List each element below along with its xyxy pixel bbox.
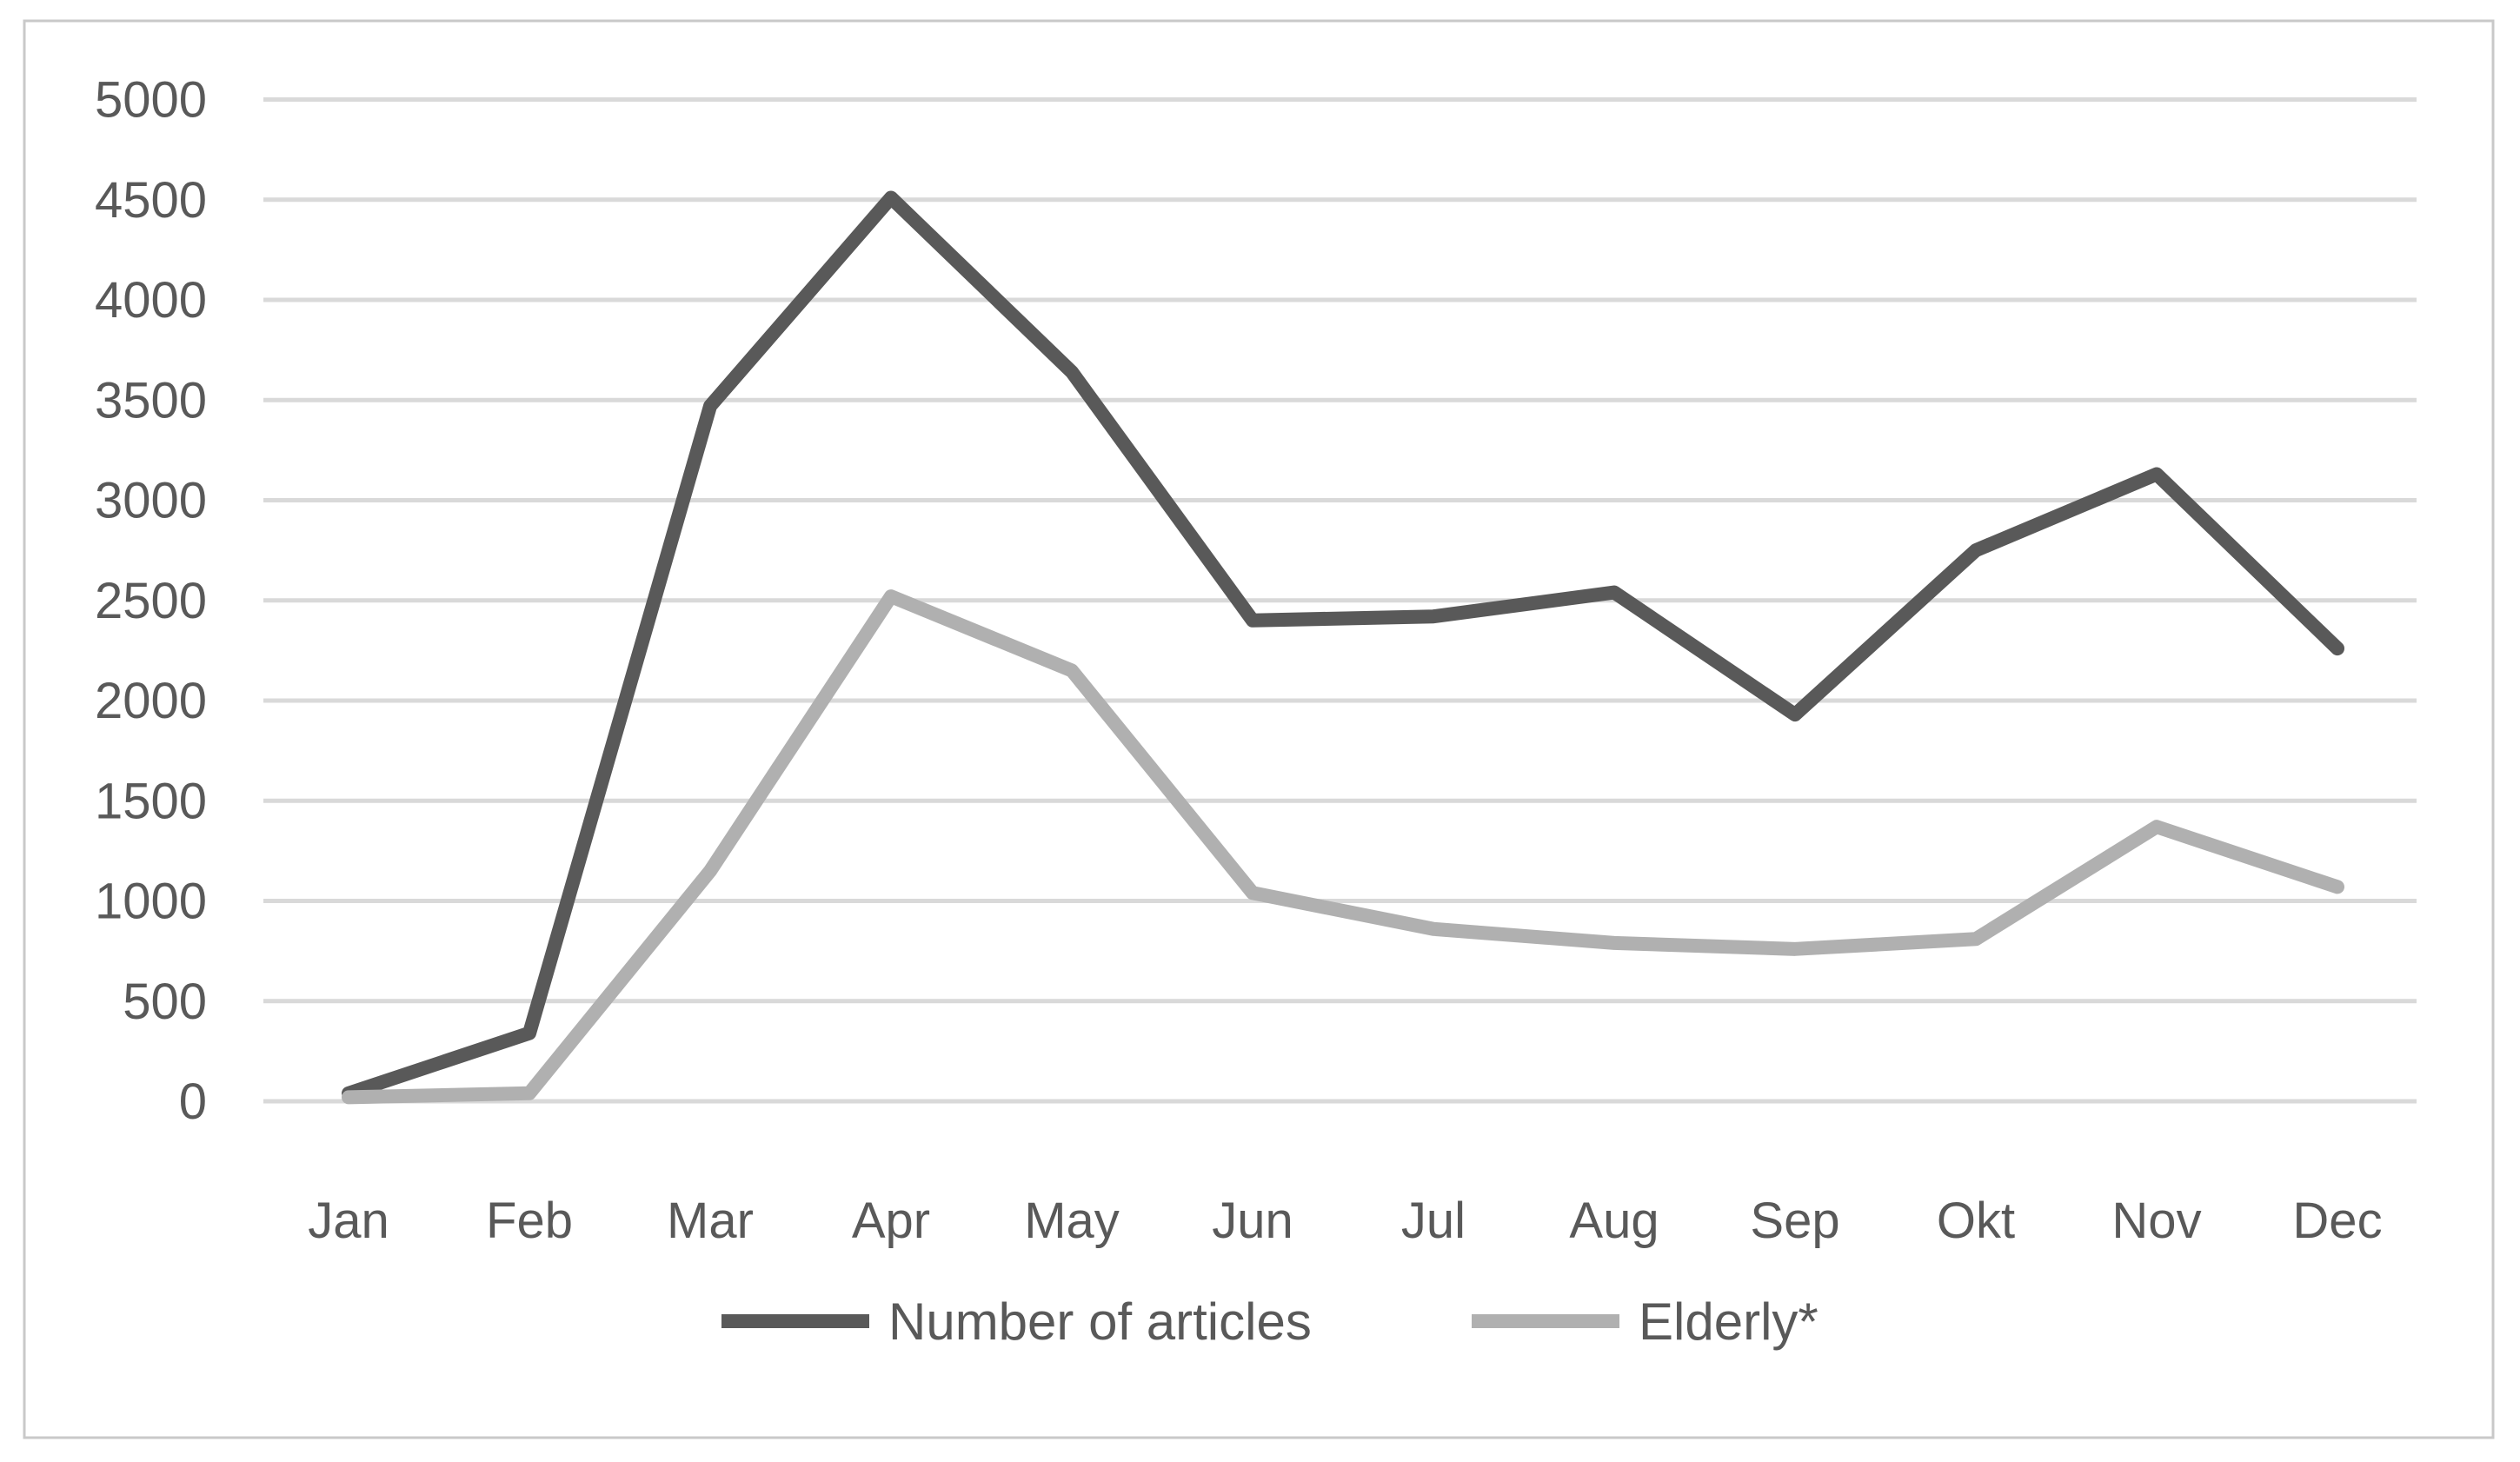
x-tick-label: Apr [852, 1193, 930, 1249]
y-tick-label: 500 [123, 974, 207, 1030]
y-tick-label: 4000 [95, 272, 207, 329]
x-tick-label: May [1024, 1193, 1120, 1249]
y-tick-label: 4500 [95, 172, 207, 229]
x-tick-label: Jul [1401, 1193, 1466, 1249]
x-tick-label: Mar [667, 1193, 754, 1249]
x-tick-label: Feb [486, 1193, 573, 1249]
legend-label: Elderly* [1639, 1293, 1819, 1351]
y-tick-label: 3500 [95, 372, 207, 429]
y-tick-label: 2500 [95, 573, 207, 629]
y-tick-label: 5000 [95, 72, 207, 129]
x-tick-label: Sep [1750, 1193, 1839, 1249]
legend-label: Number of articles [888, 1293, 1312, 1351]
y-tick-label: 0 [179, 1073, 207, 1130]
y-tick-label: 2000 [95, 673, 207, 729]
series-line-elderly [342, 589, 2344, 1105]
x-tick-label: Jun [1212, 1193, 1293, 1249]
chart-border [23, 19, 2495, 1439]
x-tick-label: Dec [2292, 1193, 2382, 1249]
x-tick-label: Jan [308, 1193, 389, 1249]
y-tick-label: 1500 [95, 773, 207, 829]
x-tick-label: Nov [2111, 1193, 2201, 1249]
y-tick-label: 1000 [95, 874, 207, 930]
series-line-number-of-articles [342, 190, 2344, 1100]
x-tick-label: Aug [1569, 1193, 1659, 1249]
x-tick-label: Okt [1937, 1193, 2015, 1249]
y-tick-label: 3000 [95, 473, 207, 529]
